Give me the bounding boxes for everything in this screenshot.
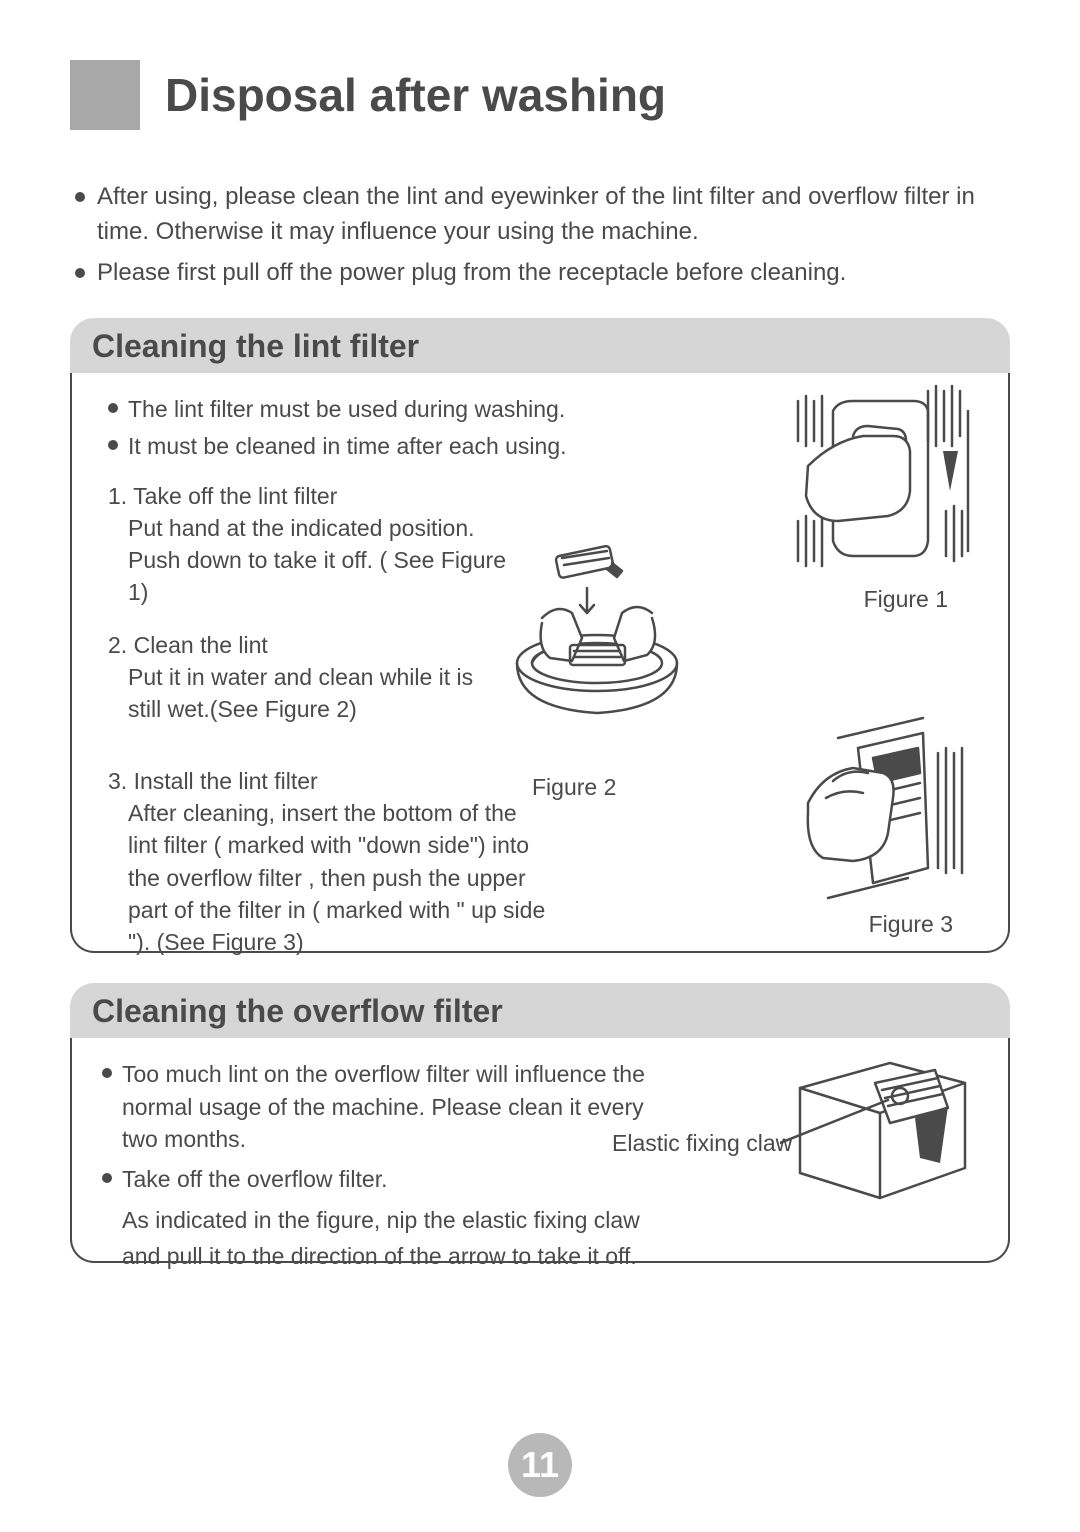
section-heading: Cleaning the lint filter	[92, 328, 988, 365]
elastic-fixing-claw-label: Elastic fixing claw	[612, 1130, 792, 1156]
section-body: Too much lint on the overflow filter wil…	[70, 1038, 1010, 1263]
section-header: Cleaning the overflow filter	[70, 983, 1010, 1038]
bullet-icon	[108, 440, 118, 450]
figure-1-label: Figure 1	[864, 583, 948, 615]
bullet-icon	[102, 1068, 112, 1078]
overflow-filter-illustration	[780, 1048, 980, 1208]
step-number: 2.	[108, 632, 127, 658]
step-title: Clean the lint	[134, 632, 268, 658]
step-1: 1. Take off the lint filter Put hand at …	[108, 480, 528, 609]
step-title: Take off the lint filter	[133, 483, 337, 509]
figure-1-illustration	[778, 381, 978, 581]
overflow-detail: As indicated in the figure, nip the elas…	[122, 1203, 662, 1274]
step-body: After cleaning, insert the bottom of the…	[128, 797, 548, 958]
note-text: It must be cleaned in time after each us…	[128, 430, 567, 462]
intro-text: After using, please clean the lint and e…	[97, 180, 1010, 250]
overflow-text: Too much lint on the overflow filter wil…	[122, 1058, 682, 1155]
overflow-text: Take off the overflow filter.	[122, 1163, 388, 1195]
intro-text: Please first pull off the power plug fro…	[97, 256, 846, 291]
step-3: 3. Install the lint filter After cleanin…	[108, 765, 548, 958]
step-body: Put hand at the indicated position. Push…	[128, 512, 528, 609]
section-overflow-filter: Cleaning the overflow filter Too much li…	[70, 983, 1010, 1263]
section-header: Cleaning the lint filter	[70, 318, 1010, 373]
bullet-icon	[75, 192, 85, 202]
step-body: Put it in water and clean while it is st…	[128, 661, 508, 725]
figure-3-label: Figure 3	[869, 908, 953, 940]
section-body: The lint filter must be used during wash…	[70, 373, 1010, 953]
step-title: Install the lint filter	[134, 768, 318, 794]
page-number-value: 11	[521, 1444, 559, 1486]
page-title: Disposal after washing	[165, 68, 666, 122]
figure-2-label: Figure 2	[532, 771, 616, 803]
figure-2-illustration	[502, 543, 692, 733]
section-heading: Cleaning the overflow filter	[92, 993, 988, 1030]
intro-block: After using, please clean the lint and e…	[75, 180, 1010, 290]
figure-3-illustration	[798, 713, 978, 903]
bullet-icon	[108, 403, 118, 413]
title-square-icon	[70, 60, 140, 130]
step-number: 3.	[108, 768, 127, 794]
page-number: 11	[508, 1433, 572, 1497]
title-row: Disposal after washing	[70, 60, 1010, 130]
bullet-icon	[75, 268, 85, 278]
step-2: 2. Clean the lint Put it in water and cl…	[108, 629, 508, 726]
intro-item: Please first pull off the power plug fro…	[75, 256, 1010, 291]
intro-item: After using, please clean the lint and e…	[75, 180, 1010, 250]
step-number: 1.	[108, 483, 127, 509]
note-text: The lint filter must be used during wash…	[128, 393, 565, 425]
bullet-icon	[102, 1173, 112, 1183]
section-lint-filter: Cleaning the lint filter The lint filter…	[70, 318, 1010, 953]
